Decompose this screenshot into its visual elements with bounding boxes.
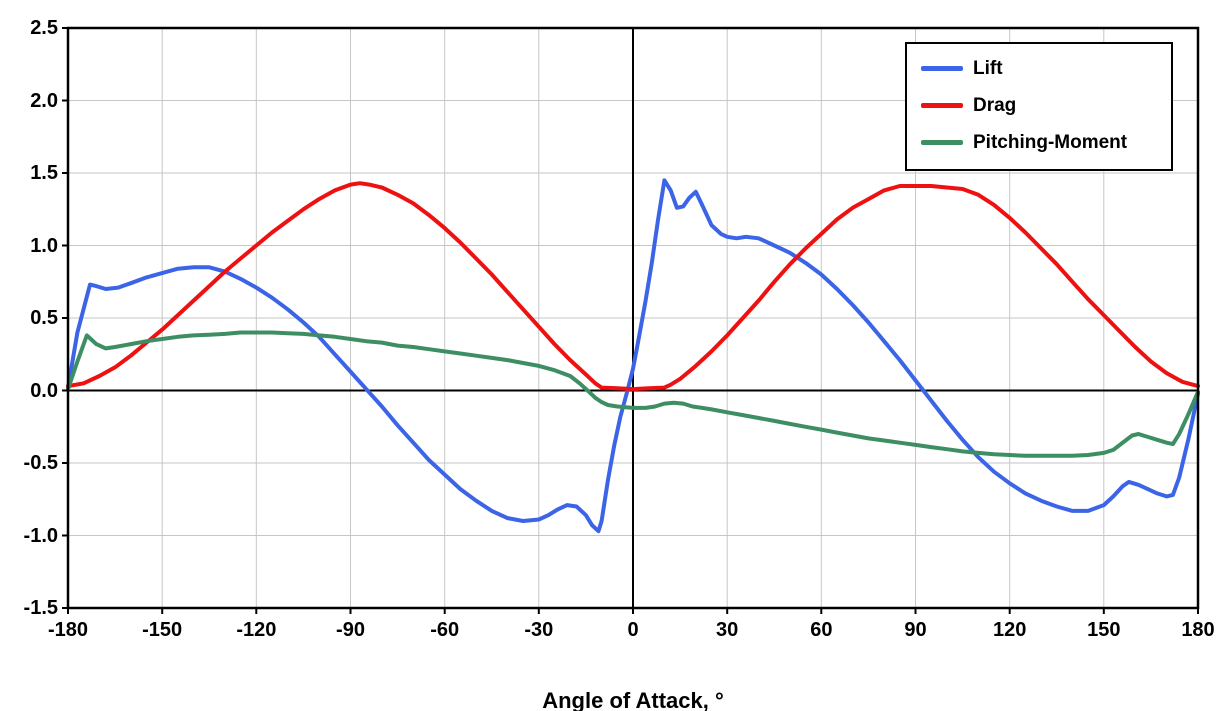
x-tick-label: 60 bbox=[810, 619, 833, 641]
y-tick-label: 1.5 bbox=[30, 162, 58, 184]
y-tick-label: 0.0 bbox=[30, 379, 58, 402]
legend-entry-pitching-moment: Pitching-Moment bbox=[921, 130, 1157, 155]
x-tick-label: -180 bbox=[47, 619, 89, 641]
x-tick-label: -120 bbox=[236, 619, 277, 641]
legend: Lift Drag Pitching-Moment bbox=[905, 42, 1173, 171]
y-tick-label: 2.5 bbox=[30, 17, 58, 39]
x-tick-label: 90 bbox=[904, 619, 927, 641]
y-tick-label: 0.5 bbox=[30, 307, 58, 329]
legend-label-drag: Drag bbox=[973, 95, 1017, 116]
x-tick-label: 120 bbox=[992, 619, 1027, 641]
lift-line-swatch bbox=[921, 66, 963, 71]
x-tick-label: -150 bbox=[142, 619, 183, 641]
x-tick-label: 180 bbox=[1181, 619, 1215, 641]
x-tick-label: 150 bbox=[1087, 619, 1121, 641]
legend-label-pitching-moment: Pitching-Moment bbox=[973, 132, 1128, 153]
y-tick-label: -0.5 bbox=[23, 452, 58, 474]
pitching-moment-line-swatch bbox=[921, 140, 963, 145]
x-tick-label: -90 bbox=[336, 619, 365, 641]
y-tick-label: -1.5 bbox=[23, 597, 58, 619]
legend-entry-lift: Lift bbox=[921, 56, 1157, 81]
x-tick-label: 0 bbox=[627, 619, 639, 641]
legend-label-lift: Lift bbox=[973, 58, 1003, 79]
y-tick-label: 1.0 bbox=[30, 234, 58, 257]
x-tick-label: -30 bbox=[524, 619, 554, 641]
x-axis-title: Angle of Attack, ° bbox=[542, 688, 724, 711]
legend-entry-drag: Drag bbox=[921, 93, 1157, 118]
x-tick-label: 30 bbox=[716, 619, 739, 641]
drag-line-swatch bbox=[921, 103, 963, 108]
y-tick-label: 2.0 bbox=[30, 89, 58, 112]
y-tick-label: -1.0 bbox=[23, 524, 58, 547]
x-tick-label: -60 bbox=[430, 619, 460, 641]
